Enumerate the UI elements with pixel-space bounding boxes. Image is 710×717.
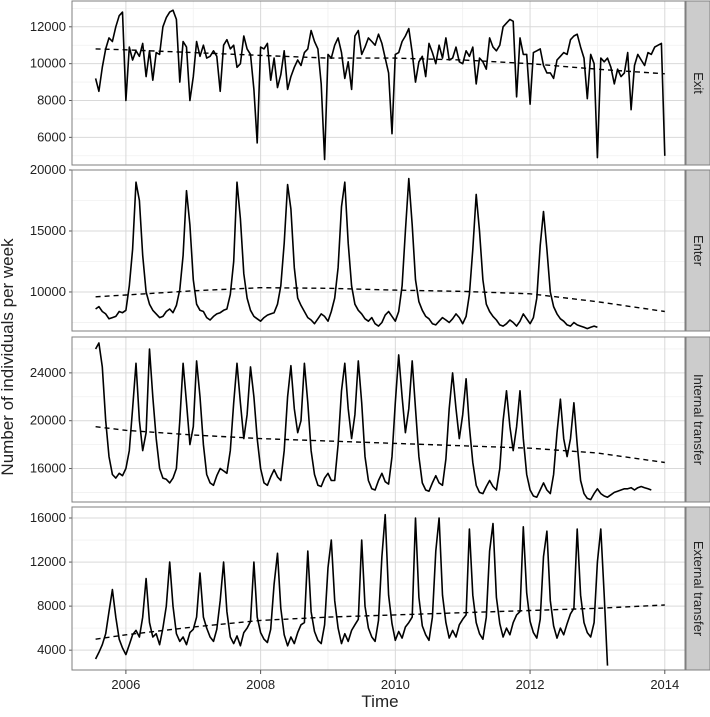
panel-border (71, 336, 686, 503)
panel-border (71, 0, 686, 166)
x-tick-label: 2010 (381, 677, 410, 692)
x-tick-label: 2008 (246, 677, 275, 692)
facet-strip-label: Exit (691, 72, 706, 94)
y-tick-label: 8000 (37, 93, 66, 108)
y-tick-label: 15000 (30, 223, 66, 238)
y-tick-label: 10000 (30, 56, 66, 71)
x-tick-label: 2012 (516, 677, 545, 692)
y-tick-label: 10000 (30, 284, 66, 299)
x-axis-title: Time (361, 692, 398, 711)
x-tick-label: 2006 (111, 677, 140, 692)
trend-line-enter (95, 286, 665, 313)
y-axis-title: Number of individuals per week (0, 238, 17, 476)
x-axis: 2006 2008 2010 2012 2014 (111, 670, 679, 692)
series-line-external-transfer (94, 513, 609, 666)
series-line-internal-transfer (94, 342, 652, 501)
y-tick-label: 20000 (30, 162, 66, 177)
panel-enter: 10000 15000 20000 Enter (30, 162, 710, 332)
y-tick-label: 8000 (37, 598, 66, 613)
facet-strip-enter (685, 169, 710, 332)
panel-internal-transfer: 16000 20000 24000 Internal transfer (30, 336, 710, 503)
panel-background (71, 169, 686, 332)
panel-exit: 6000 8000 10000 12000 Exit (30, 0, 710, 166)
panel-border (71, 506, 686, 671)
facet-strip-label: External transfer (691, 541, 706, 637)
trend-line-internal-transfer (95, 426, 665, 464)
y-tick-label: 20000 (30, 413, 66, 428)
facet-strip-label: Internal transfer (691, 374, 706, 466)
y-tick-label: 24000 (30, 365, 66, 380)
panel-background (71, 506, 686, 671)
panel-background (71, 336, 686, 503)
facet-strip-internal-transfer (685, 336, 710, 503)
panel-border (71, 169, 686, 332)
y-tick-label: 16000 (30, 461, 66, 476)
y-tick-label: 12000 (30, 19, 66, 34)
facet-strip-label: Enter (691, 235, 706, 267)
panel-external-transfer: 4000 8000 12000 16000 External transfer (30, 506, 710, 671)
y-tick-label: 4000 (37, 642, 66, 657)
facet-strip-exit (685, 0, 710, 166)
x-tick-label: 2014 (650, 677, 679, 692)
trend-line-exit (95, 48, 665, 75)
y-tick-label: 6000 (37, 129, 66, 144)
y-tick-label: 16000 (30, 510, 66, 525)
trend-line-external-transfer (95, 604, 665, 640)
facet-strip-external-transfer (685, 506, 710, 671)
y-tick-label: 12000 (30, 554, 66, 569)
panels-layer: 6000 8000 10000 12000 Exit 10000 15000 20000 Ent… (30, 0, 710, 671)
series-line-exit (94, 9, 666, 161)
